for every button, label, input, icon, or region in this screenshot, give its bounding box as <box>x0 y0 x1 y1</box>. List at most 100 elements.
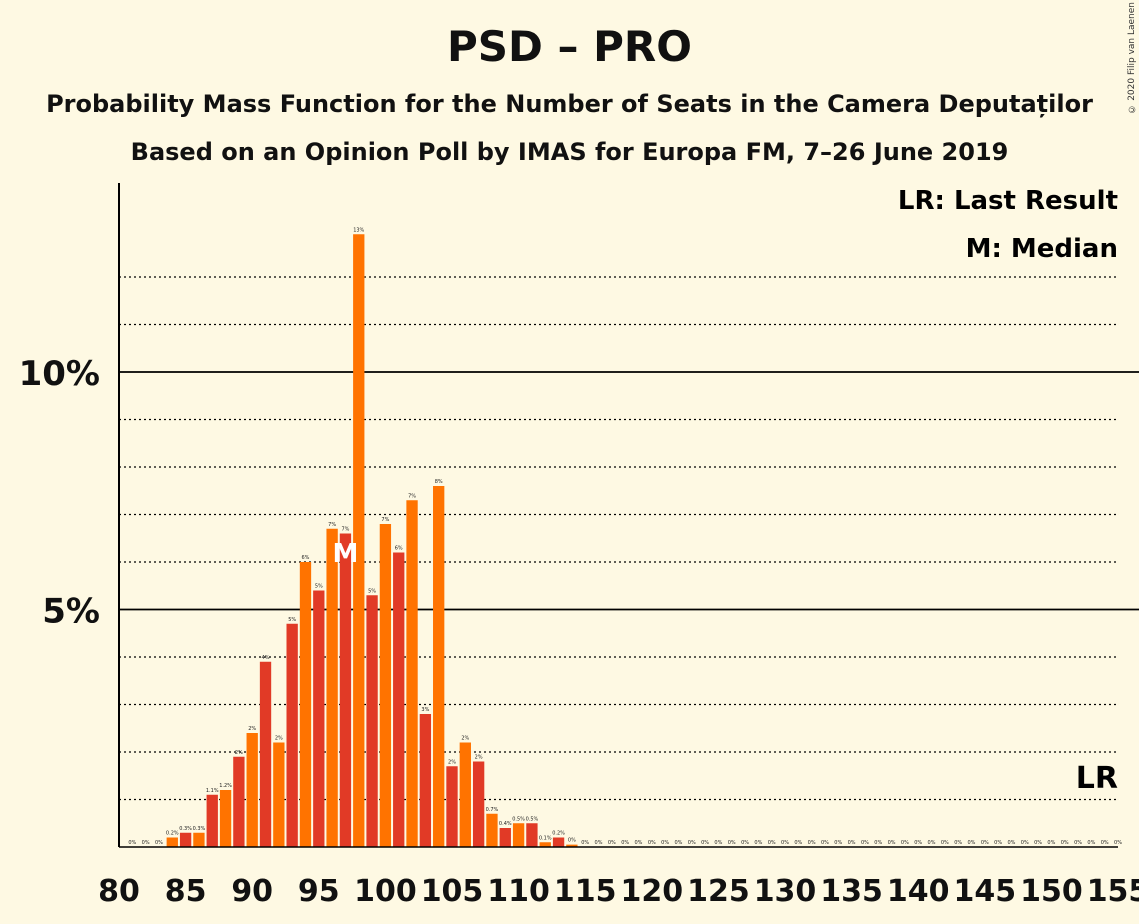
data-label-seat-108: 0.7% <box>486 807 499 813</box>
data-label-seat-99: 5% <box>368 588 376 594</box>
bar-seat-112 <box>539 842 551 847</box>
legend-last-result: LR: Last Result <box>898 186 1118 216</box>
data-label-seat-93: 5% <box>288 617 296 623</box>
bar-seat-109 <box>499 828 511 847</box>
bar-seat-113 <box>552 837 565 847</box>
data-label-seat-141: 0% <box>928 840 936 846</box>
data-label-seat-126: 0% <box>728 840 736 846</box>
data-label-seat-92: 2% <box>275 736 283 742</box>
data-label-seat-142: 0% <box>941 840 949 846</box>
data-label-seat-131: 0% <box>794 840 802 846</box>
chart-subtitle: Probability Mass Function for the Number… <box>46 90 1093 118</box>
data-label-seat-96: 7% <box>328 522 336 528</box>
data-label-seat-154: 0% <box>1101 840 1109 846</box>
bar-seat-103 <box>419 714 432 847</box>
x-tick-label: 90 <box>231 874 273 909</box>
bar-seat-100 <box>379 524 392 847</box>
bars <box>166 234 578 847</box>
bar-seat-88 <box>219 790 232 847</box>
x-tick-label: 150 <box>1020 874 1083 909</box>
data-label-seat-95: 5% <box>315 584 323 590</box>
bar-seat-114 <box>566 844 578 847</box>
bar-seat-87 <box>206 794 218 847</box>
data-label-seat-144: 0% <box>968 840 976 846</box>
bar-seat-107 <box>472 761 485 847</box>
data-label-seat-115: 0% <box>581 840 589 846</box>
bar-seat-93 <box>286 623 298 847</box>
data-label-seat-134: 0% <box>834 840 842 846</box>
data-label-seat-133: 0% <box>821 840 829 846</box>
bar-seat-105 <box>446 766 458 847</box>
bar-seat-102 <box>406 500 418 847</box>
data-label-seat-109: 0.4% <box>499 821 512 827</box>
data-label-seat-136: 0% <box>861 840 869 846</box>
data-label-seat-86: 0.3% <box>193 826 206 832</box>
data-label-seat-81: 0% <box>128 840 136 846</box>
x-tick-label: 130 <box>754 874 817 909</box>
bar-seat-99 <box>366 595 378 847</box>
data-label-seat-147: 0% <box>1007 840 1015 846</box>
data-label-seat-85: 0.3% <box>179 826 192 832</box>
data-label-seat-90: 2% <box>248 726 256 732</box>
bar-seat-86 <box>193 832 205 847</box>
bar-seat-89 <box>233 756 245 847</box>
legend-median: M: Median <box>966 234 1118 264</box>
x-tick-label: 115 <box>554 874 617 909</box>
data-label-seat-139: 0% <box>901 840 909 846</box>
data-label-seat-113: 0.2% <box>552 831 565 837</box>
bar-seat-95 <box>313 590 325 847</box>
x-tick-label: 100 <box>354 874 417 909</box>
bar-seat-106 <box>459 742 471 847</box>
bar-seat-97 <box>339 533 352 847</box>
data-label-seat-152: 0% <box>1074 840 1082 846</box>
bar-seat-96 <box>326 528 338 847</box>
data-label-seat-127: 0% <box>741 840 749 846</box>
data-label-seat-123: 0% <box>688 840 696 846</box>
data-label-seat-88: 1.2% <box>219 783 232 789</box>
data-label-seat-91: 4% <box>262 655 270 661</box>
data-label-seat-129: 0% <box>768 840 776 846</box>
x-tick-label: 80 <box>98 874 140 909</box>
data-label-seat-87: 1.1% <box>206 788 219 794</box>
data-label-seat-130: 0% <box>781 840 789 846</box>
x-tick-label: 145 <box>953 874 1016 909</box>
data-label-seat-148: 0% <box>1021 840 1029 846</box>
x-tick-label: 135 <box>820 874 883 909</box>
chart-title: PSD – PRO <box>447 22 692 71</box>
axes: 5% 10% 80 85 90 95 100 105 110 115 120 125 130 135 140… <box>19 183 1139 909</box>
data-label-seat-104: 8% <box>435 479 443 485</box>
data-label-seat-153: 0% <box>1087 840 1095 846</box>
data-label-seat-94: 6% <box>302 555 310 561</box>
x-tick-label: 95 <box>298 874 340 909</box>
data-label-seat-146: 0% <box>994 840 1002 846</box>
bar-seat-92 <box>273 742 285 847</box>
x-tick-label: 140 <box>887 874 950 909</box>
data-label-seat-105: 2% <box>448 759 456 765</box>
data-label-seat-112: 0.1% <box>539 835 552 841</box>
data-label-seat-101: 6% <box>395 546 403 552</box>
data-label-seat-111: 0.5% <box>526 816 539 822</box>
x-tick-label: 105 <box>421 874 484 909</box>
bar-seat-104 <box>433 486 445 847</box>
data-label-seat-89: 2% <box>235 750 243 756</box>
bar-seat-90 <box>246 733 258 847</box>
last-result-marker: LR <box>1076 761 1118 796</box>
data-label-seat-138: 0% <box>888 840 896 846</box>
bar-seat-91 <box>259 661 272 847</box>
data-label-seat-122: 0% <box>674 840 682 846</box>
data-label-seat-114: 0% <box>568 838 576 844</box>
bar-seat-84 <box>166 837 178 847</box>
data-label-seat-84: 0.2% <box>166 831 179 837</box>
bar-seat-101 <box>393 552 405 847</box>
data-label-seat-110: 0.5% <box>512 816 525 822</box>
data-label-seat-155: 0% <box>1114 840 1122 846</box>
data-label-seat-124: 0% <box>701 840 709 846</box>
x-tick-label: 85 <box>165 874 207 909</box>
data-label-seat-98: 13% <box>353 227 364 233</box>
bar-seat-94 <box>299 562 312 847</box>
data-labels: 0% 0% 0%0.2%0.3% 0.3%1.1%1.2%2%2%4%2%5%6%5%… <box>128 227 1122 846</box>
data-label-seat-117: 0% <box>608 840 616 846</box>
data-label-seat-151: 0% <box>1061 840 1069 846</box>
chart-subtitle-source: Based on an Opinion Poll by IMAS for Eur… <box>130 138 1009 166</box>
